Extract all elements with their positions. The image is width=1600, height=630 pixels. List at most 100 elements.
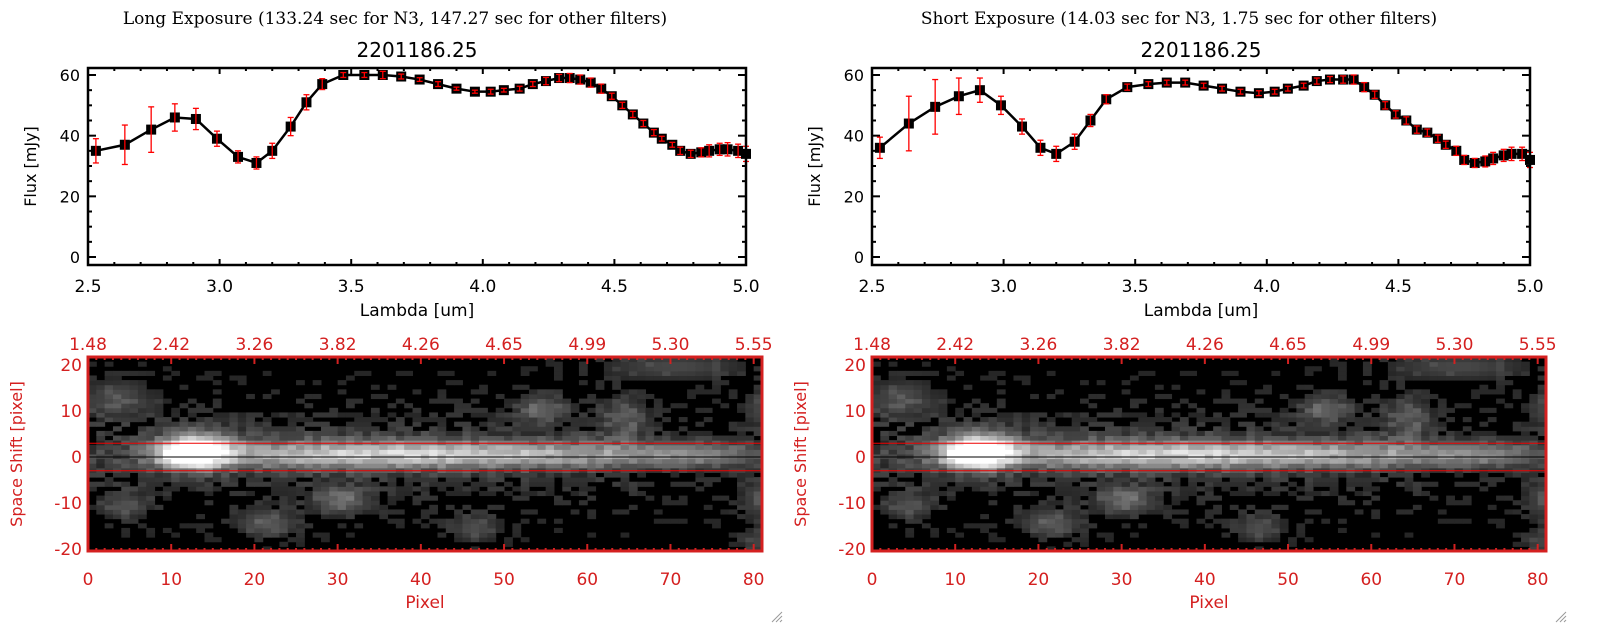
- image-pixel: [578, 421, 588, 427]
- image-pixel: [1204, 509, 1214, 515]
- image-pixel: [1129, 486, 1139, 492]
- image-pixel: [1238, 412, 1247, 418]
- image-pixel: [454, 463, 463, 469]
- image-pixel: [737, 514, 746, 520]
- image-pixel: [362, 430, 372, 437]
- image-pixel: [880, 463, 890, 469]
- image-pixel: [1346, 426, 1356, 432]
- image-pixel: [1279, 477, 1289, 483]
- image-pixel: [162, 449, 172, 455]
- image-pixel: [1080, 398, 1089, 404]
- image-pixel: [137, 412, 147, 418]
- image-pixel: [445, 458, 455, 464]
- image-pixel: [1213, 435, 1222, 441]
- image-pixel: [1271, 430, 1281, 437]
- image-pixel: [1337, 389, 1347, 395]
- image-pixel: [370, 458, 380, 464]
- image-pixel: [595, 417, 605, 423]
- image-pixel: [753, 546, 763, 552]
- image-pixel: [129, 403, 139, 409]
- image-pixel: [1021, 527, 1031, 534]
- image-pixel: [545, 393, 555, 400]
- image-pixel: [1021, 435, 1031, 441]
- image-pixel: [1512, 532, 1522, 538]
- image-pixel: [1296, 495, 1306, 501]
- image-pixel: [1030, 449, 1039, 455]
- image-pixel: [1179, 523, 1189, 529]
- image-pixel: [1387, 361, 1397, 367]
- image-pixel: [1404, 403, 1414, 409]
- image-pixel: [1104, 435, 1114, 441]
- image-pixel: [1088, 463, 1098, 469]
- image-pixel: [529, 421, 538, 427]
- image-pixel: [1437, 366, 1447, 372]
- image-pixel: [687, 435, 696, 441]
- image-pixel: [1204, 523, 1214, 529]
- image-pixel: [1080, 380, 1089, 386]
- image-pixel: [703, 481, 713, 487]
- image-pixel: [1229, 444, 1239, 450]
- image-pixel: [913, 458, 923, 464]
- image-pixel: [896, 472, 906, 478]
- image-pixel: [162, 495, 172, 501]
- image-pixel: [362, 481, 372, 487]
- image-pixel: [1188, 370, 1198, 376]
- image-pixel: [637, 435, 647, 441]
- image-pixel: [479, 389, 488, 395]
- image-pixel: [454, 412, 463, 418]
- image-pixel: [637, 463, 647, 469]
- image-pixel: [753, 417, 763, 423]
- image-pixel: [612, 407, 622, 413]
- resize-grip-icon[interactable]: [1555, 611, 1567, 623]
- image-pixel: [1479, 370, 1489, 376]
- image-pixel: [1096, 486, 1106, 492]
- image-pixel: [354, 449, 364, 455]
- image-pixel: [1421, 458, 1431, 464]
- image-pixel: [362, 504, 372, 510]
- resize-grip-icon[interactable]: [771, 611, 783, 623]
- image-pixel: [1479, 361, 1489, 367]
- image-pixel: [988, 490, 998, 497]
- image-pixel: [1487, 375, 1497, 381]
- image-pixel: [888, 430, 898, 437]
- image-pixel: [980, 417, 989, 423]
- image-pixel: [162, 490, 172, 497]
- image-pixel: [930, 458, 940, 464]
- image-pixel: [1129, 500, 1139, 506]
- image-pixel: [595, 384, 605, 390]
- image-pixel: [320, 458, 330, 464]
- wavelength-tick-label: 3.82: [1103, 335, 1141, 355]
- image-pixel: [737, 458, 746, 464]
- image-pixel: [162, 527, 172, 534]
- image-pixel: [1437, 398, 1447, 404]
- image-pixel: [1221, 481, 1231, 487]
- image-pixel: [1063, 477, 1073, 483]
- image-pixel: [1496, 495, 1505, 501]
- image-pixel: [1396, 366, 1406, 372]
- image-pixel: [1529, 449, 1539, 455]
- image-pixel: [262, 449, 272, 455]
- image-pixel: [129, 435, 139, 441]
- image-pixel: [880, 380, 890, 386]
- image-pixel: [913, 449, 923, 455]
- image-pixel: [1113, 407, 1123, 413]
- image-pixel: [545, 407, 555, 413]
- image-pixel: [204, 444, 214, 450]
- image-pixel: [930, 490, 940, 497]
- image-pixel: [412, 412, 422, 418]
- image-pixel: [370, 472, 380, 478]
- image-pixel: [1063, 430, 1073, 437]
- image-pixel: [728, 435, 738, 441]
- image-pixel: [1313, 389, 1322, 395]
- image-pixel: [246, 458, 255, 464]
- image-pixel: [1271, 490, 1281, 497]
- image-pixel: [1371, 477, 1381, 483]
- image-pixel: [387, 458, 397, 464]
- image-pixel: [645, 421, 655, 427]
- image-pixel: [1005, 421, 1014, 427]
- image-pixel: [1479, 444, 1489, 450]
- image-pixel: [1229, 472, 1239, 478]
- image-pixel: [96, 380, 106, 386]
- image-pixel: [1263, 518, 1272, 524]
- image-pixel: [938, 481, 948, 487]
